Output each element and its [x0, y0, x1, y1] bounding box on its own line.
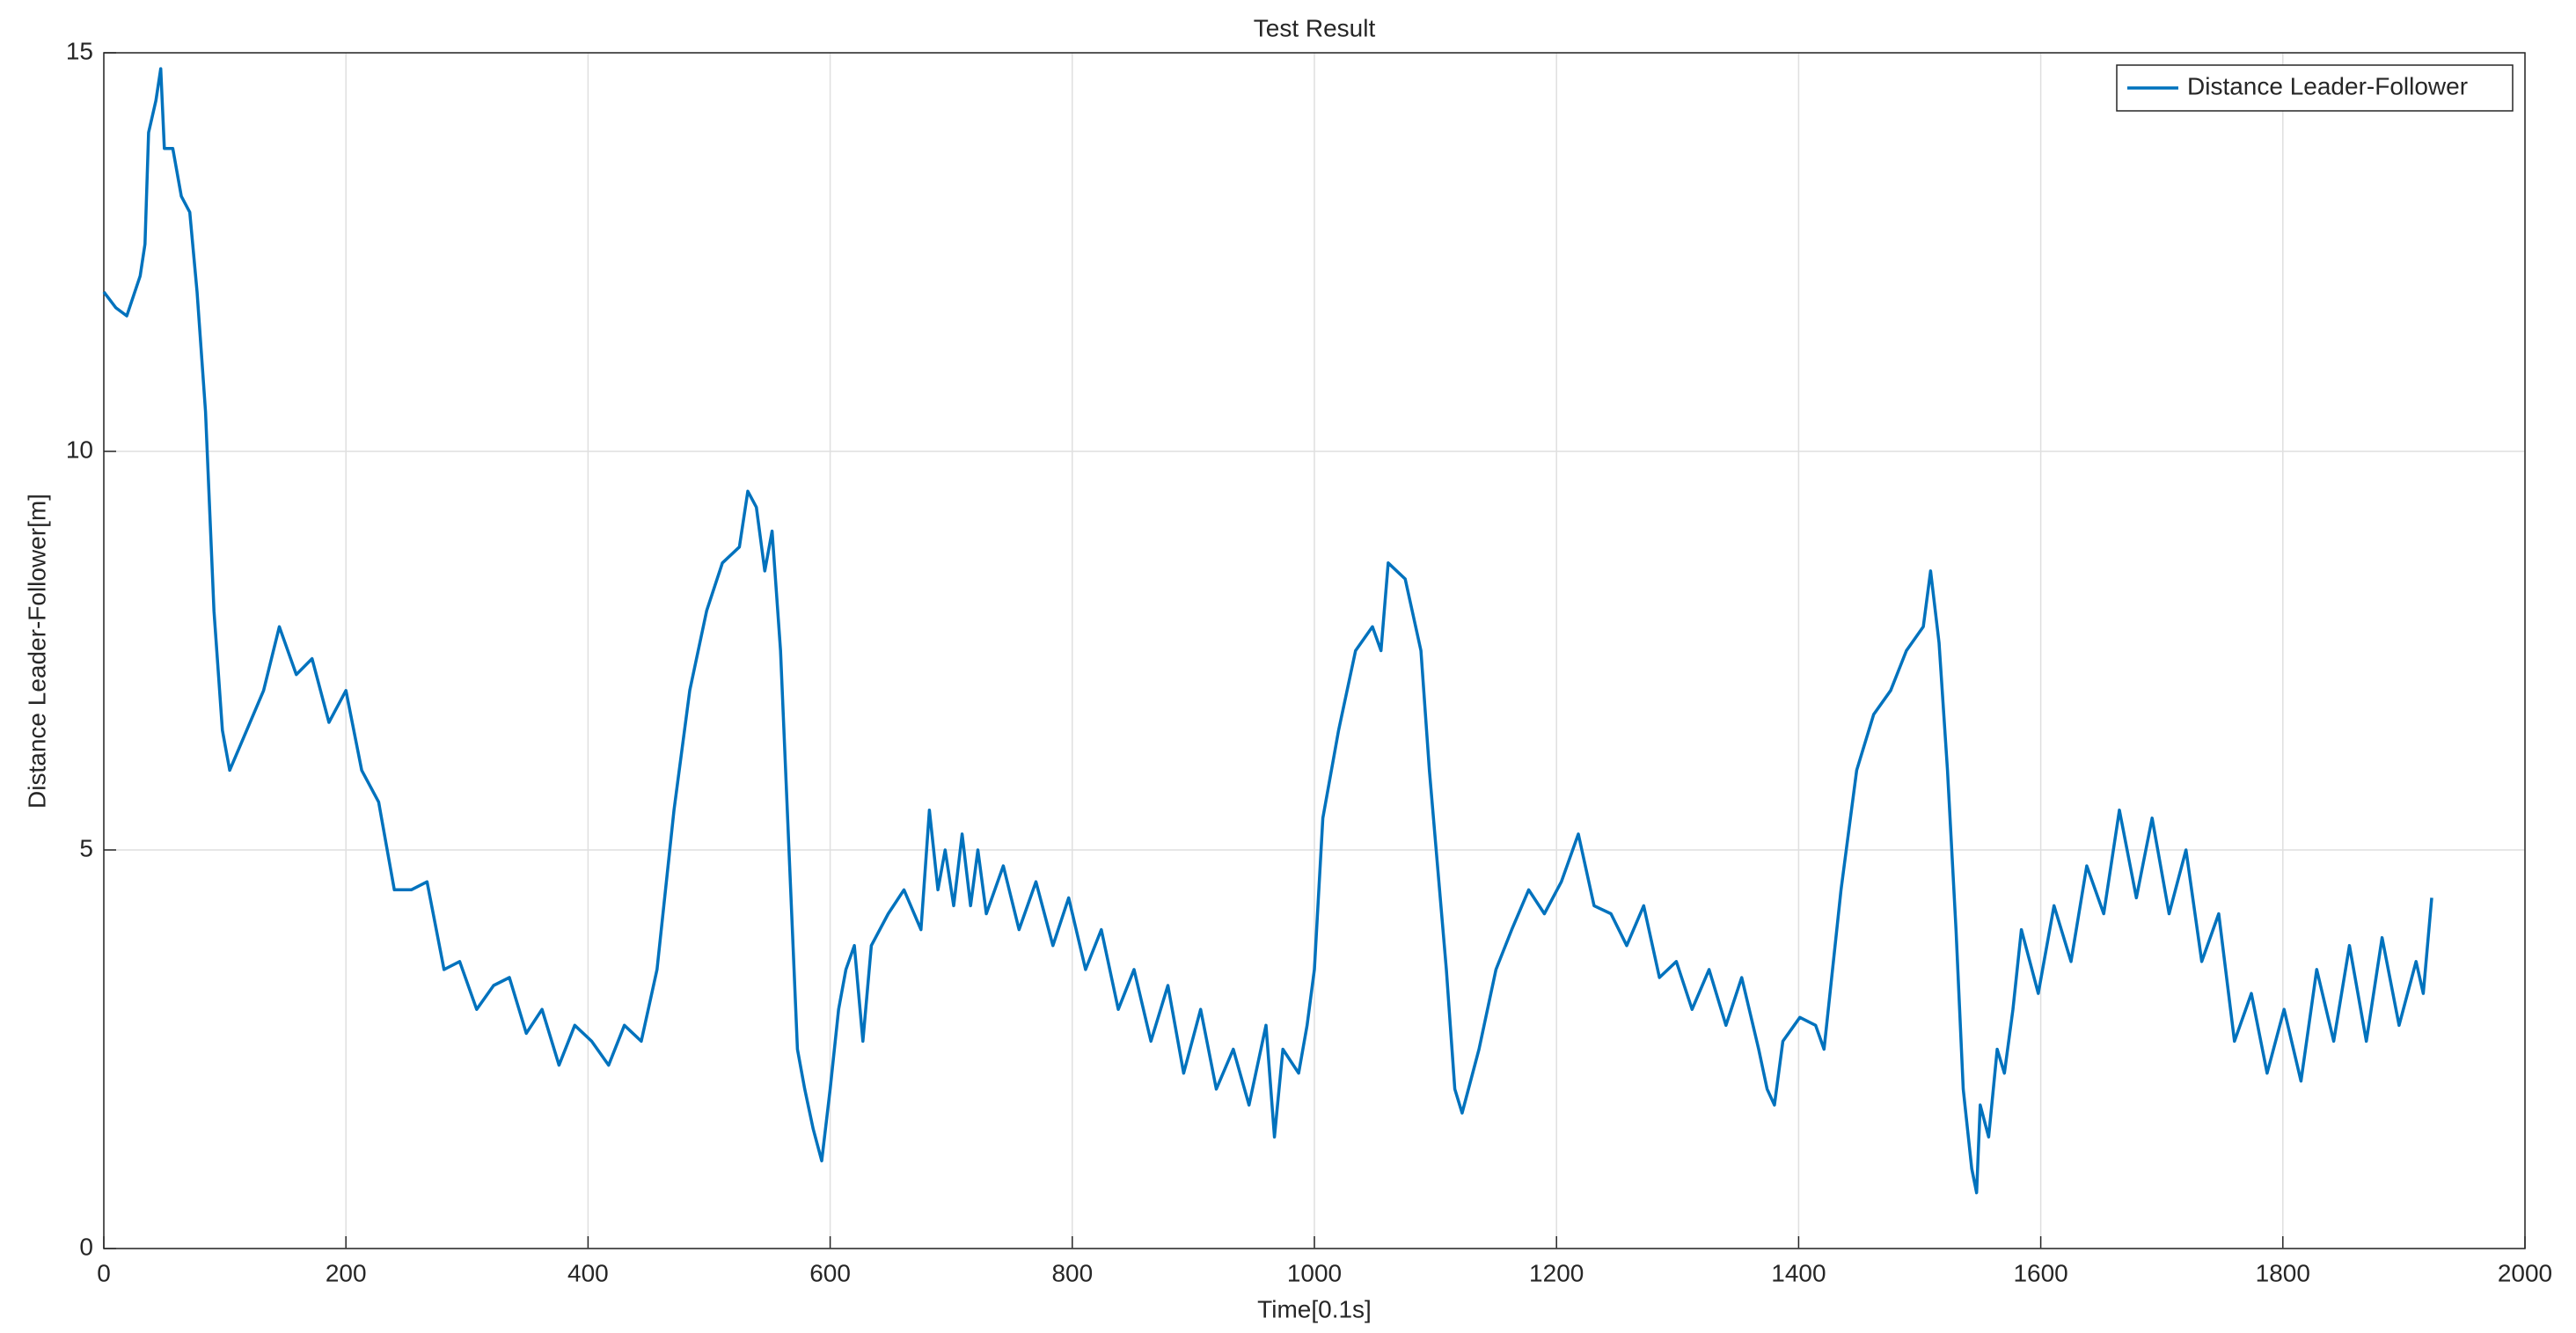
x-tick-label: 1600 [2013, 1259, 2067, 1286]
x-tick-label: 1200 [1529, 1259, 1584, 1286]
x-tick-label: 800 [1051, 1259, 1093, 1286]
x-tick-label: 400 [567, 1259, 609, 1286]
plot-frame [103, 52, 2526, 1249]
chart-title: Test Result [1254, 14, 1376, 41]
x-tick-label: 2000 [2498, 1259, 2552, 1286]
x-tick-label: 0 [97, 1259, 111, 1286]
x-tick-label: 1000 [1287, 1259, 1342, 1286]
y-axis-label: Distance Leader-Follower[m] [23, 494, 50, 809]
x-tick-label: 1400 [1771, 1259, 1826, 1286]
x-axis-label: Time[0.1s] [1257, 1295, 1372, 1322]
y-tick-label: 5 [79, 834, 93, 861]
x-tick-label: 600 [809, 1259, 851, 1286]
y-tick-label: 15 [66, 37, 93, 64]
legend-box [2116, 64, 2514, 112]
legend-label: Distance Leader-Follower [2187, 72, 2468, 99]
y-tick-label: 0 [79, 1233, 93, 1260]
x-tick-label: 200 [326, 1259, 367, 1286]
y-tick-label: 10 [66, 436, 93, 463]
data-line [102, 67, 2433, 1195]
x-tick-label: 1800 [2256, 1259, 2310, 1286]
